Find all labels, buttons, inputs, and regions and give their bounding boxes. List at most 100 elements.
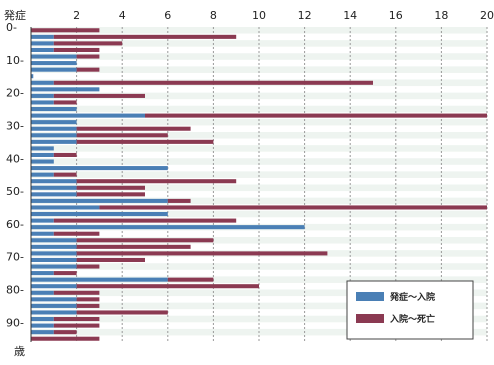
bar-admission-to-death [53,271,77,276]
bar-onset-to-admission [31,41,54,46]
bar-onset-to-admission [31,120,77,125]
bar-admission-to-death [53,80,374,85]
bar-admission-to-death [76,179,237,184]
bar-admission-to-death [76,54,100,59]
row-band [31,210,487,218]
row-band [31,302,487,310]
bar-admission-to-death [76,185,145,190]
bar-admission-to-death [145,113,487,118]
row-band [31,66,487,73]
bar-onset-to-admission [31,238,77,243]
bar-onset-to-admission [31,172,54,177]
bar-admission-to-death [53,41,123,46]
y-tick-label: 60- [6,218,24,231]
bar-admission-to-death [53,34,237,39]
bar-admission-to-death [53,152,77,157]
bars [31,28,488,341]
bar-onset-to-admission [31,277,168,282]
x-tick-label: 20 [480,9,494,22]
bar-onset-to-admission [31,257,77,262]
bar-admission-to-death [76,264,100,269]
bar-onset-to-admission [31,47,54,52]
bar-admission-to-death [53,100,77,105]
bar-onset-to-admission [31,330,54,335]
x-tick-label: 16 [389,9,403,22]
bar-onset-to-admission [31,251,77,256]
bar-admission-to-death [167,277,214,282]
x-axis-start-label: 発症 [4,8,26,22]
y-tick-label: 20- [6,87,24,100]
bar-onset-to-admission [31,87,100,92]
bar-onset-to-admission [31,139,77,144]
bar-onset-to-admission [31,54,77,59]
y-tick-label: 30- [6,119,24,132]
x-tick-label: 6 [164,9,171,22]
bar-admission-to-death [76,284,259,289]
bar-onset-to-admission [31,179,77,184]
bar-admission-to-death [53,330,77,335]
y-axis-title: 歳 [14,345,25,358]
x-tick-label: 10 [252,9,266,22]
bar-admission-to-death [53,231,100,236]
bar-admission-to-death [76,192,145,197]
x-tick-labels: 2 4 6 8 10 12 14 16 18 20 [73,9,494,22]
bar-onset-to-admission [31,146,54,151]
bar-admission-to-death [76,139,214,144]
bar-onset-to-admission [31,133,77,138]
row-band [31,105,487,113]
bar-admission-to-death [76,126,191,131]
x-tick-label: 12 [298,9,312,22]
bar-onset-to-admission [31,166,168,171]
bar-onset-to-admission [31,244,77,249]
bar-onset-to-admission [31,107,77,112]
bar-admission-to-death [53,93,145,98]
bar-admission-to-death [167,198,191,203]
bar-admission-to-death [53,47,100,52]
bar-onset-to-admission [31,205,100,210]
bar-onset-to-admission [31,264,77,269]
bar-onset-to-admission [31,74,34,79]
bar-admission-to-death [76,251,328,256]
x-tick-label: 2 [73,9,80,22]
bar-admission-to-death [76,310,168,315]
bar-admission-to-death [76,303,100,308]
x-tick-label: 14 [343,9,357,22]
bar-onset-to-admission [31,192,77,197]
bar-onset-to-admission [31,34,54,39]
y-tick-label: 70- [6,251,24,264]
y-tick-label: 0- [6,21,17,34]
x-tick-label: 8 [210,9,217,22]
bar-onset-to-admission [31,159,54,164]
legend-label-admission-to-death: 入院〜死亡 [389,313,435,325]
bar-onset-to-admission [31,198,168,203]
bar-onset-to-admission [31,231,54,236]
grid-lines [76,27,488,342]
bar-admission-to-death [53,172,77,177]
row-band [31,158,487,165]
bar-admission-to-death [53,290,100,295]
bar-admission-to-death [76,67,100,72]
legend-box [346,280,474,340]
bar-admission-to-death [76,257,145,262]
y-tick-labels: 0- 10- 20- 30- 40- 50- 60- 70- 80- 90- [6,21,24,329]
legend-swatch-admission-to-death [356,314,384,323]
bar-admission-to-death [53,323,100,328]
bar-onset-to-admission [31,297,77,302]
bar-onset-to-admission [31,303,77,308]
row-band [31,27,487,34]
bar-onset-to-admission [31,290,54,295]
x-tick-label: 18 [434,9,448,22]
y-tick-label: 80- [6,284,24,297]
y-tick-label: 50- [6,185,24,198]
bar-onset-to-admission [31,126,77,131]
bar-onset-to-admission [31,113,145,118]
bar-onset-to-admission [31,284,77,289]
bar-onset-to-admission [31,218,54,223]
legend-swatch-onset-to-admission [356,292,384,301]
bar-onset-to-admission [31,152,54,157]
bar-onset-to-admission [31,80,54,85]
bar-admission-to-death [31,336,100,341]
bar-onset-to-admission [31,61,77,66]
